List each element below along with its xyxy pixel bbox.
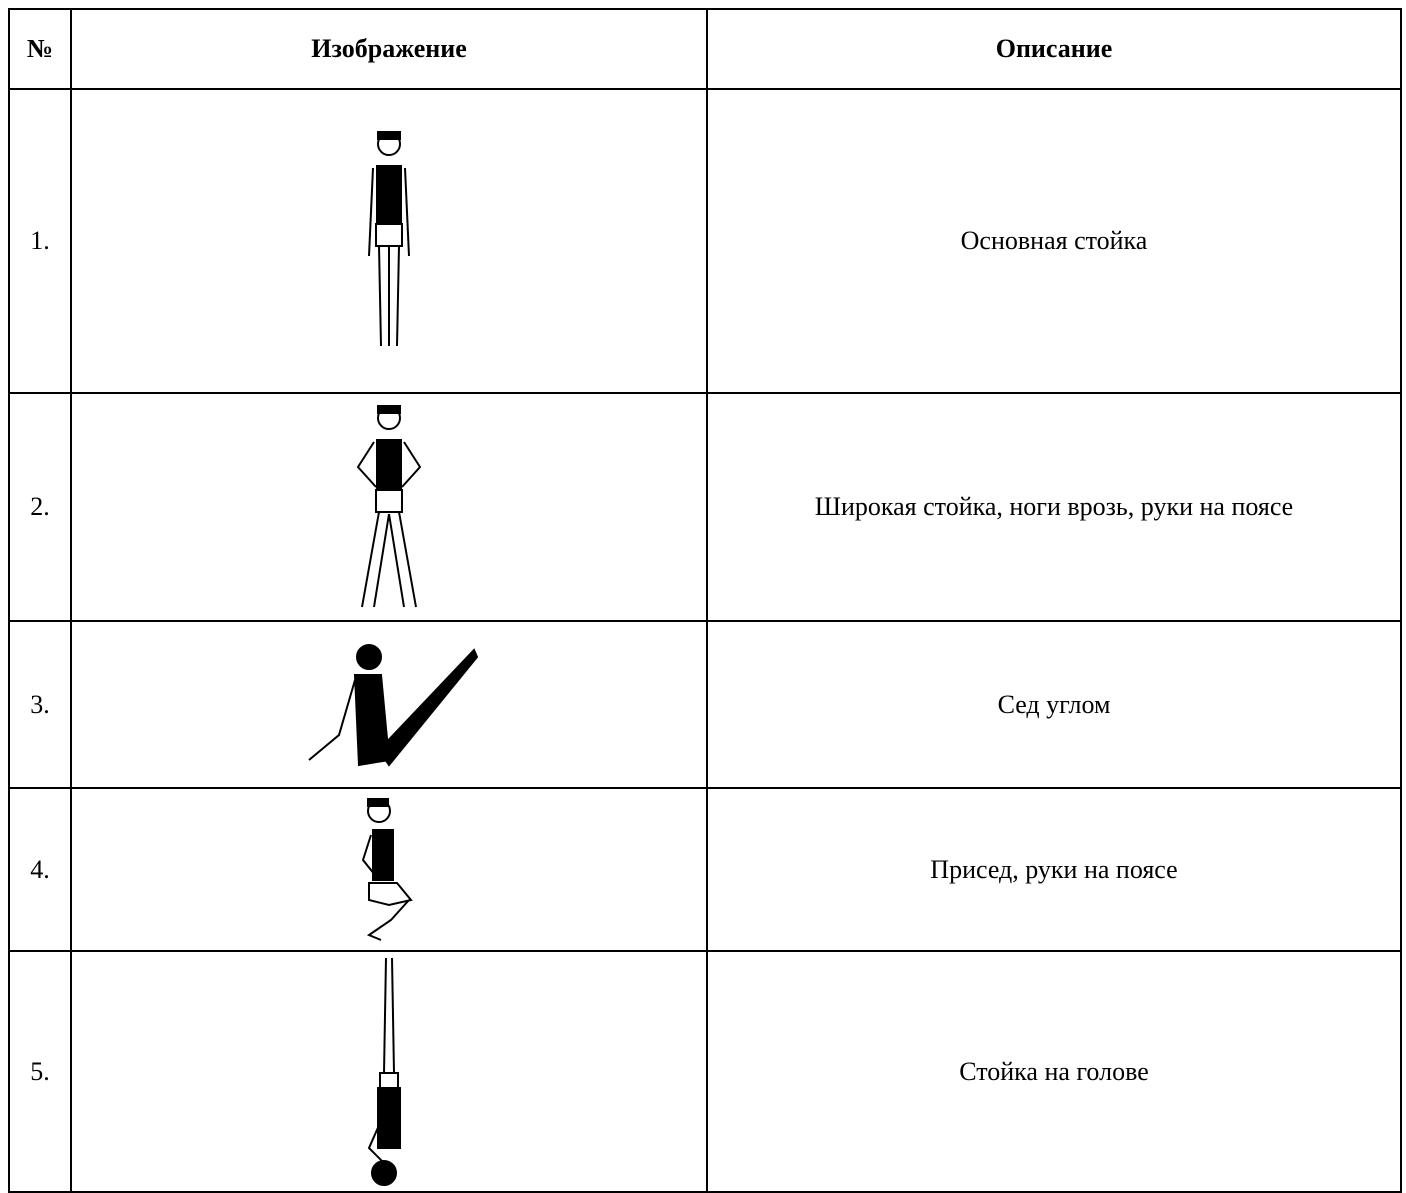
description-cell: Сед углом xyxy=(706,620,1402,789)
number-cell: 4. xyxy=(8,787,72,952)
description-cell: Широкая стойка, ноги врозь, руки на пояс… xyxy=(706,392,1402,622)
number-cell: 1. xyxy=(8,88,72,394)
image-cell xyxy=(70,88,708,394)
table-row: 5. Стойка на голове xyxy=(8,950,1402,1193)
image-cell xyxy=(70,392,708,622)
figure xyxy=(368,131,410,347)
number-cell: 2. xyxy=(8,392,72,622)
header-cell: Изображение xyxy=(70,8,708,90)
header-row: № Изображение Описание xyxy=(8,8,1402,90)
figure xyxy=(361,797,413,941)
exercise-table: № Изображение Описание 1. Основная стойк… xyxy=(8,8,1402,1193)
figure xyxy=(308,643,479,767)
image-cell xyxy=(70,620,708,789)
image-cell xyxy=(70,787,708,952)
header-cell: № xyxy=(8,8,72,90)
table-row: 3. Сед углом xyxy=(8,620,1402,789)
description-cell: Основная стойка xyxy=(706,88,1402,394)
table-row: 4. Присед, руки на поясе xyxy=(8,787,1402,952)
description-cell: Стойка на голове xyxy=(706,950,1402,1193)
figure xyxy=(367,957,401,1186)
description-cell: Присед, руки на поясе xyxy=(706,787,1402,952)
number-cell: 5. xyxy=(8,950,72,1193)
figure xyxy=(356,405,422,608)
number-cell: 3. xyxy=(8,620,72,789)
header-cell: Описание xyxy=(706,8,1402,90)
image-cell xyxy=(70,950,708,1193)
table-row: 1. Основная стойка xyxy=(8,88,1402,394)
table-row: 2. Широкая стойка, ноги врозь, руки на п… xyxy=(8,392,1402,622)
